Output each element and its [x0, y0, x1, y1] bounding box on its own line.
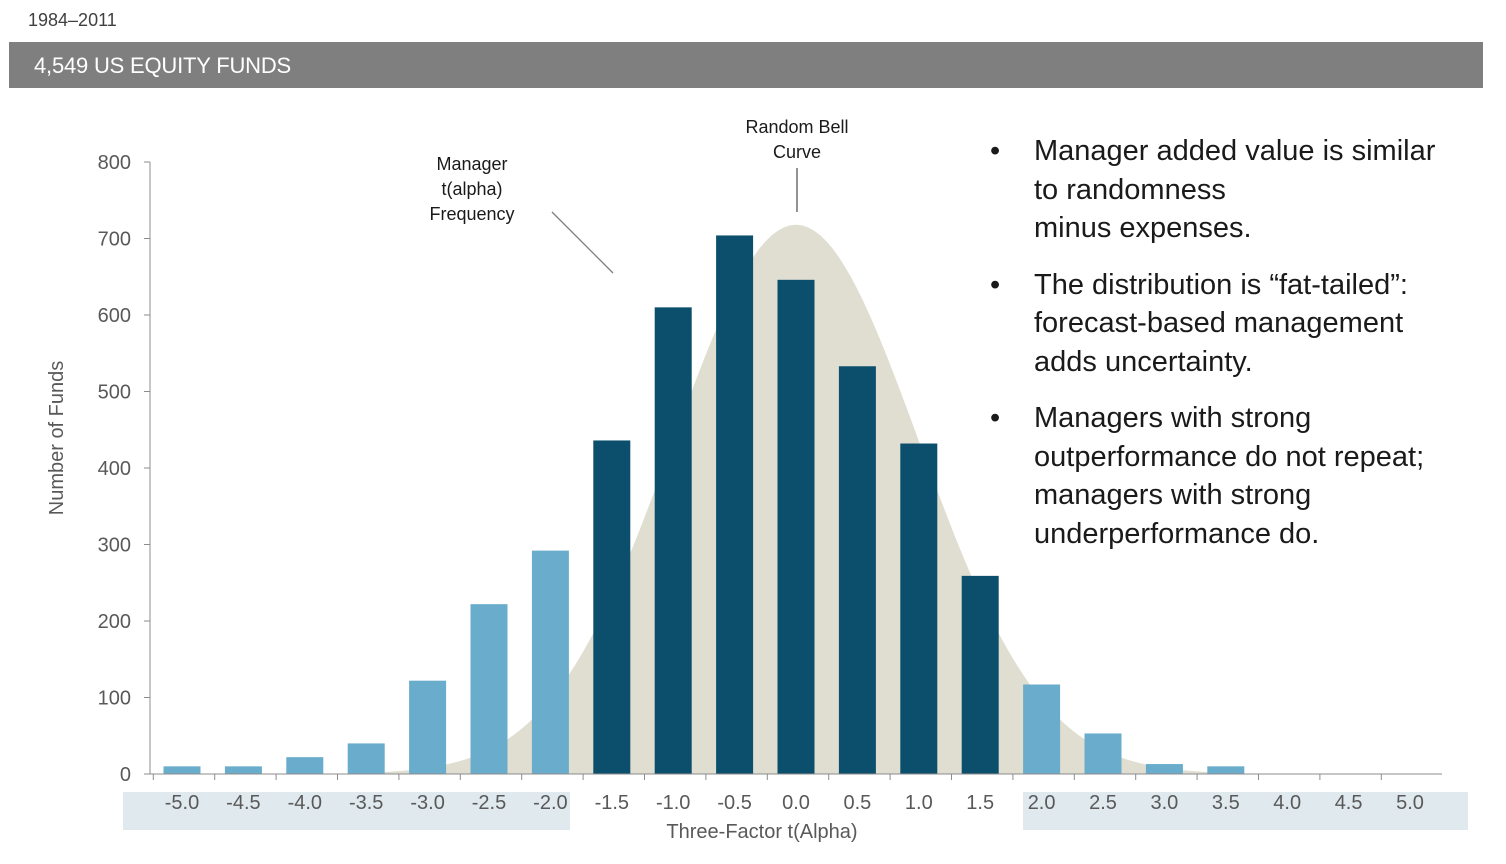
bullet-line: Managers with strong: [1034, 402, 1312, 434]
period-label: 1984–2011: [28, 10, 117, 30]
bullet-line: The distribution is “fat-tailed”:: [1034, 268, 1408, 301]
bar-2.0: [1023, 684, 1061, 774]
bell-annotation-line: Random Bell: [745, 117, 848, 137]
y-tick-label: 400: [98, 458, 131, 480]
bar-0.0: [777, 279, 815, 774]
x-tick-label: -4.0: [288, 792, 322, 814]
y-tick-label: 100: [98, 688, 131, 710]
x-tick-label: 4.0: [1273, 792, 1301, 814]
x-tick-label: 2.5: [1089, 792, 1117, 814]
bar-1.0: [900, 443, 938, 774]
bar-2.5: [1084, 733, 1122, 774]
bullet-line: underperformance do.: [1034, 517, 1320, 550]
bullet-list: • Manager added value is similar to random…: [990, 132, 1490, 571]
bullet-dot: •: [990, 268, 1001, 301]
right-tail-band: [1023, 792, 1468, 830]
x-tick-label: -2.5: [472, 792, 506, 814]
y-tick-label: 800: [98, 152, 131, 174]
bar-3.5: [1207, 766, 1245, 774]
bar-1.5: [961, 575, 999, 774]
left-tail-band: [123, 792, 570, 830]
x-tick-label: 2.0: [1028, 792, 1056, 814]
x-tick-label: 0.5: [843, 792, 871, 814]
x-tick-label: -0.5: [717, 792, 751, 814]
bar--0.5: [716, 235, 754, 774]
bullet-line: managers with strong: [1034, 479, 1312, 511]
manager-annotation-line: Manager: [436, 154, 507, 174]
bullet-line: to randomness: [1034, 173, 1226, 206]
x-tick-label: 1.5: [966, 792, 994, 814]
bar--4.5: [224, 766, 262, 774]
bar-3.0: [1145, 764, 1183, 774]
bar--1.5: [593, 440, 631, 774]
bar--2.0: [531, 550, 569, 774]
y-tick-label: 300: [98, 535, 131, 557]
bullet-line: outperformance do not repeat;: [1034, 440, 1425, 473]
x-tick-label: -3.0: [410, 792, 444, 814]
x-tick-label: -2.0: [533, 792, 567, 814]
bullet-line: Manager added value is similar: [1034, 135, 1436, 167]
bullet-line: forecast-based management: [1034, 307, 1404, 339]
y-tick-label: 200: [98, 611, 131, 633]
bullet-item: • The distribution is “fat-tailed”: foreca…: [990, 266, 1490, 382]
bullet-dot: •: [990, 402, 1001, 434]
bullet-item: • Manager added value is similar to random…: [990, 132, 1490, 248]
x-tick-label: 5.0: [1396, 792, 1424, 814]
bullet-line: adds uncertainty.: [1034, 345, 1253, 378]
bar-0.5: [838, 366, 876, 774]
bar--2.5: [470, 604, 508, 774]
x-axis-title: Three-Factor t(Alpha): [666, 821, 857, 843]
bell-annotation-line: Curve: [773, 142, 821, 162]
bullet-dot: •: [990, 135, 1001, 167]
x-tick-label: -4.5: [226, 792, 260, 814]
x-tick-label: 4.5: [1335, 792, 1363, 814]
manager-annotation-leader: [551, 211, 614, 274]
bullet-line: minus expenses.: [1034, 212, 1252, 244]
title-banner: 4,549 US EQUITY FUNDS: [9, 42, 1483, 88]
bullet-item: • Managers with strong outperformance do n…: [990, 399, 1490, 553]
y-axis-title: Number of Funds: [46, 361, 68, 516]
x-tick-label: -3.5: [349, 792, 383, 814]
bar--1.0: [654, 307, 692, 774]
x-tick-label: -1.5: [595, 792, 629, 814]
banner-title: 4,549 US EQUITY FUNDS: [34, 53, 292, 78]
x-tick-label: 0.0: [782, 792, 810, 814]
x-tick-label: 1.0: [905, 792, 933, 814]
bar--3.5: [347, 743, 385, 774]
bar--4.0: [286, 757, 324, 774]
manager-annotation-line: t(alpha): [441, 179, 502, 199]
y-tick-label: 600: [98, 305, 131, 327]
x-tick-label: -5.0: [165, 792, 199, 814]
x-tick-label: 3.5: [1212, 792, 1240, 814]
x-tick-label: 3.0: [1150, 792, 1178, 814]
y-tick-label: 500: [98, 382, 131, 404]
x-tick-label: -1.0: [656, 792, 690, 814]
manager-annotation-line: Frequency: [429, 204, 514, 224]
bar--5.0: [163, 766, 201, 774]
y-tick-label: 0: [120, 764, 131, 786]
y-tick-label: 700: [98, 229, 131, 251]
bar--3.0: [409, 680, 447, 774]
